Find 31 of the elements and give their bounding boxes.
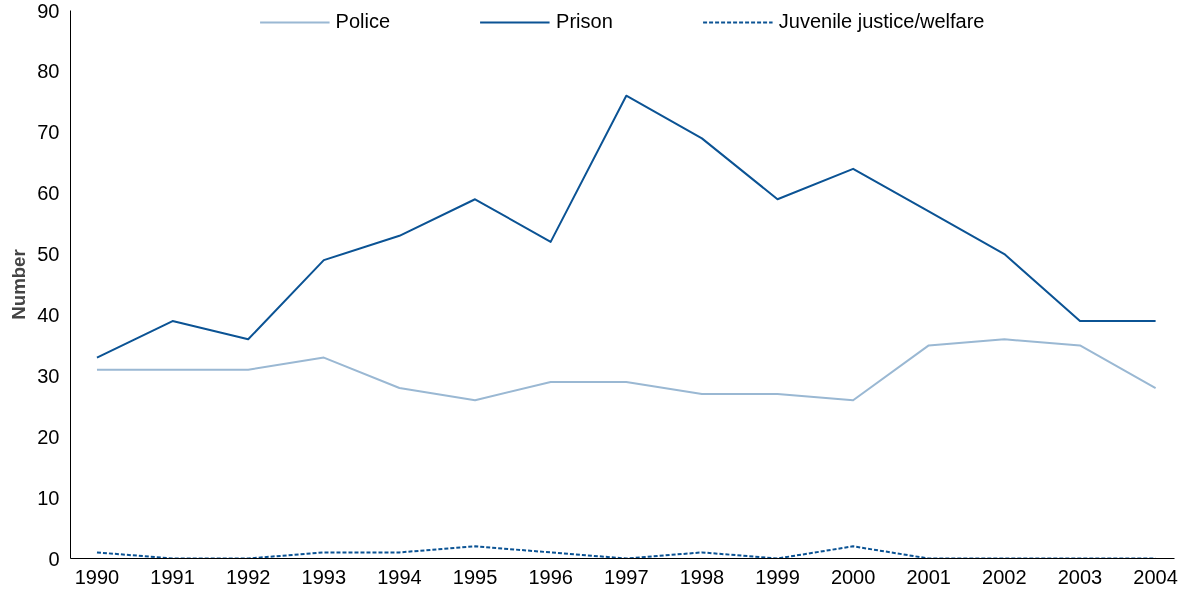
- x-tick-label: 2004: [1133, 565, 1178, 588]
- x-tick-label: 2001: [906, 565, 951, 588]
- y-tick-label: 50: [37, 243, 60, 266]
- legend-label: Police: [335, 10, 391, 33]
- x-tick-label: 1994: [377, 565, 422, 588]
- y-tick-label: 10: [37, 486, 60, 509]
- x-tick-label: 1998: [679, 565, 725, 588]
- y-axis-title: Number: [8, 249, 30, 320]
- y-tick-label: 90: [37, 0, 60, 22]
- x-tick-label: 2003: [1057, 565, 1103, 588]
- x-tick-label: 2000: [830, 565, 876, 588]
- y-tick-label: 80: [37, 60, 60, 83]
- y-tick-label: 20: [37, 425, 60, 448]
- x-tick-label: 1995: [452, 565, 498, 588]
- x-tick-label: 1997: [604, 565, 649, 588]
- x-tick-label: 1992: [225, 565, 271, 588]
- line-series: [95, 94, 1157, 359]
- y-tick-label: 30: [37, 364, 60, 387]
- y-tick-label: 70: [37, 121, 60, 144]
- x-tick-label: 1991: [150, 565, 195, 588]
- y-tick-label: 0: [48, 547, 60, 570]
- x-tick-label: 1990: [74, 565, 120, 588]
- line-series: [95, 338, 1157, 402]
- y-tick-label: 60: [37, 182, 60, 205]
- legend-label: Prison: [556, 10, 613, 33]
- x-tick-label: 1996: [528, 565, 573, 588]
- x-tick-label: 1993: [301, 565, 347, 588]
- x-tick-label: 2002: [982, 565, 1027, 588]
- legend-label: Juvenile justice/welfare: [778, 10, 985, 33]
- x-tick-label: 1999: [755, 565, 800, 588]
- y-tick-label: 40: [37, 303, 60, 326]
